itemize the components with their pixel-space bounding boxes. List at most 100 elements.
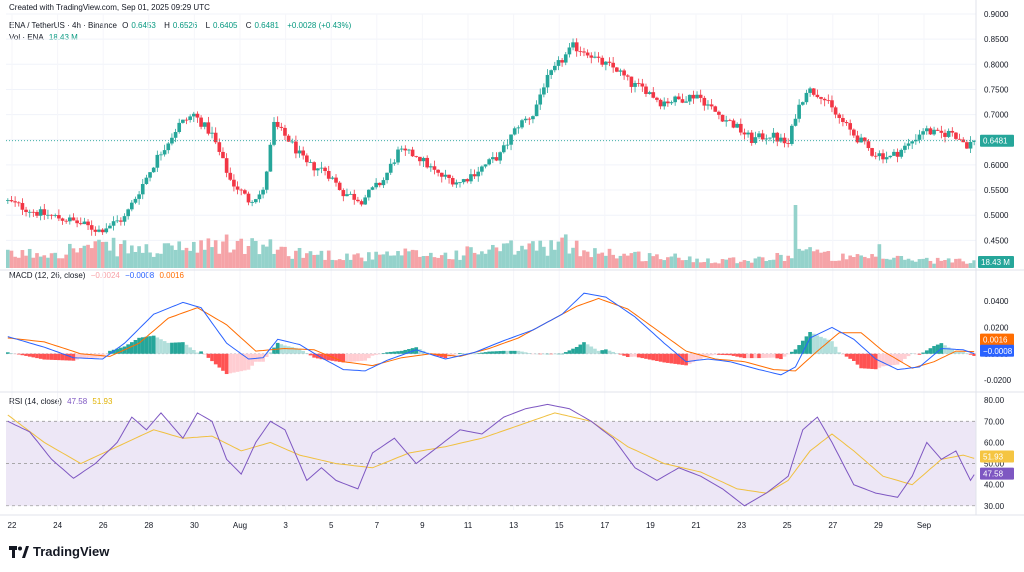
- volume-bar: [97, 239, 101, 268]
- volume-bar: [177, 241, 182, 268]
- volume-bar: [491, 244, 495, 268]
- volume-bar: [42, 255, 47, 268]
- macd-histogram-bar: [509, 350, 513, 354]
- macd-histogram-bar: [78, 353, 83, 359]
- candle-body: [866, 141, 871, 149]
- volume-bar: [483, 253, 488, 268]
- candle-body: [819, 97, 823, 99]
- volume-bar: [903, 259, 907, 268]
- volume-bar: [695, 258, 699, 268]
- candle-body: [862, 137, 867, 142]
- macd-histogram-bar: [367, 353, 371, 359]
- rsi-tick-label: 30.00: [984, 502, 1005, 511]
- volume-bar: [359, 257, 364, 268]
- volume-bar: [815, 249, 820, 268]
- volume-bar: [655, 254, 659, 268]
- macd-histogram-bar: [396, 351, 400, 354]
- macd-histogram-bar: [640, 353, 645, 359]
- macd-histogram-bar: [965, 353, 969, 354]
- candle-body: [494, 157, 499, 161]
- volume-bar: [31, 257, 36, 268]
- macd-histogram-bar: [443, 353, 448, 359]
- symbol-label[interactable]: ENA / TetherUS · 4h · Binance: [9, 21, 117, 30]
- candle-body: [308, 162, 313, 164]
- candle-body: [432, 166, 437, 170]
- time-tick-label: 23: [737, 521, 746, 530]
- candle-body: [596, 56, 601, 58]
- macd-histogram-bar: [841, 353, 845, 355]
- price-tick-label: 0.6000: [984, 161, 1009, 170]
- macd-histogram-bar: [932, 346, 936, 354]
- rsi-value: 47.58: [67, 397, 88, 406]
- candle-body: [458, 182, 462, 183]
- candle-body: [447, 174, 451, 178]
- candle-body: [352, 193, 357, 200]
- macd-histogram-bar: [924, 350, 929, 354]
- volume-bar: [961, 261, 966, 268]
- candle-body: [582, 51, 586, 53]
- time-tick-label: 25: [783, 521, 792, 530]
- candle-body: [439, 172, 444, 177]
- macd-histogram-bar: [596, 350, 601, 354]
- macd-histogram-bar: [892, 353, 896, 366]
- macd-histogram-bar: [731, 353, 736, 356]
- volume-bar: [866, 258, 871, 268]
- macd-histogram-bar: [232, 353, 236, 373]
- volume-bar: [403, 248, 408, 268]
- candle-body: [111, 221, 116, 226]
- macd-histogram-bar: [658, 353, 663, 362]
- candle-body: [20, 203, 25, 210]
- macd-histogram-bar: [797, 345, 801, 354]
- volume-bar: [370, 259, 375, 268]
- chart-canvas[interactable]: 0.90000.85000.80000.75000.70000.65000.60…: [0, 0, 1024, 535]
- volume-bar: [290, 258, 295, 268]
- high-label: H: [164, 21, 170, 30]
- candle-body: [768, 137, 772, 139]
- macd-histogram-bar: [374, 353, 378, 355]
- volume-bar: [571, 247, 575, 268]
- candle-body: [49, 214, 54, 216]
- close-label: C: [245, 21, 252, 30]
- candle-body: [213, 132, 218, 143]
- volume-bar: [914, 261, 918, 268]
- macd-histogram-bar: [687, 353, 692, 364]
- macd-histogram-bar: [968, 353, 973, 355]
- candle-body: [104, 228, 109, 233]
- macd-label[interactable]: MACD (12, 26, close): [9, 271, 86, 280]
- volume-badge-text: 18.43 M: [981, 258, 1010, 267]
- volume-bar: [283, 246, 287, 268]
- volume-bar: [436, 257, 440, 268]
- volume-bar: [399, 255, 404, 268]
- volume-bar: [742, 260, 747, 268]
- candle-body: [924, 128, 929, 132]
- candle-body: [884, 157, 889, 160]
- volume-bar: [738, 261, 743, 268]
- volume-bars: [6, 205, 976, 268]
- candle-body: [191, 113, 196, 117]
- rsi-pane[interactable]: [6, 403, 976, 507]
- high-value: 0.6526: [172, 21, 198, 30]
- candle-body: [662, 101, 667, 107]
- price-tick-label: 0.9000: [984, 10, 1009, 19]
- volume-bar: [418, 256, 422, 268]
- candle-body: [600, 57, 605, 65]
- candle-body: [618, 70, 623, 72]
- macd-histogram-bar: [133, 339, 138, 354]
- volume-bar: [658, 259, 663, 268]
- volume-bar: [826, 251, 831, 268]
- candle-body: [552, 65, 557, 71]
- rsi-label[interactable]: RSI (14, close): [9, 397, 62, 406]
- macd-pane[interactable]: [6, 292, 976, 376]
- macd-histogram-bar: [370, 353, 375, 356]
- macd-histogram-bar: [914, 353, 918, 355]
- candle-body: [764, 138, 769, 140]
- volume-bar: [421, 256, 426, 268]
- candle-body: [790, 125, 794, 144]
- price-pane[interactable]: [6, 38, 976, 236]
- volume-bar: [272, 253, 276, 268]
- macd-histogram-bar: [283, 345, 287, 354]
- tradingview-footer[interactable]: TradingView: [9, 544, 109, 559]
- volume-label[interactable]: Vol · ENA: [9, 33, 44, 42]
- candle-body: [407, 149, 411, 151]
- volume-bar: [782, 261, 787, 268]
